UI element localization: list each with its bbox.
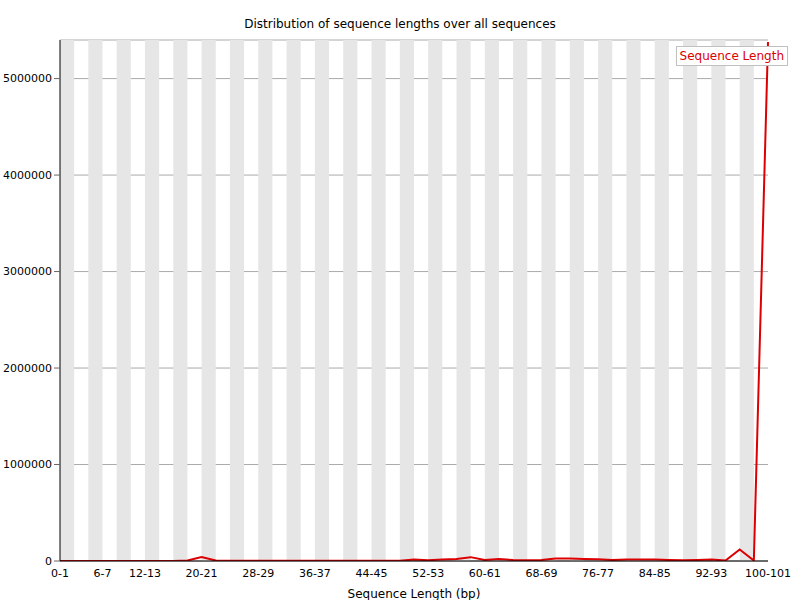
- svg-text:0: 0: [45, 555, 52, 568]
- svg-text:100-101: 100-101: [745, 567, 791, 580]
- svg-text:6-7: 6-7: [93, 567, 111, 580]
- svg-text:92-93: 92-93: [695, 567, 727, 580]
- svg-text:52-53: 52-53: [412, 567, 444, 580]
- svg-text:20-21: 20-21: [186, 567, 218, 580]
- svg-text:3000000: 3000000: [8, 265, 52, 278]
- svg-text:28-29: 28-29: [242, 567, 274, 580]
- svg-text:68-69: 68-69: [525, 567, 557, 580]
- svg-text:5000000: 5000000: [8, 72, 52, 85]
- svg-text:0-1: 0-1: [51, 567, 69, 580]
- svg-text:Sequence Length (bp): Sequence Length (bp): [348, 587, 481, 600]
- svg-text:36-37: 36-37: [299, 567, 331, 580]
- html-text:Sequence Length: Sequence Length: [679, 49, 784, 63]
- svg-text:12-13: 12-13: [129, 567, 161, 580]
- svg-text:84-85: 84-85: [639, 567, 671, 580]
- svg-text:76-77: 76-77: [582, 567, 614, 580]
- html-text:Distribution of sequence lengt: Distribution of sequence lengths over al…: [244, 17, 556, 31]
- svg-text:44-45: 44-45: [356, 567, 388, 580]
- svg-text:4000000: 4000000: [8, 169, 52, 182]
- svg-text:1000000: 1000000: [8, 458, 52, 471]
- svg-text:2000000: 2000000: [8, 362, 52, 375]
- svg-text:60-61: 60-61: [469, 567, 501, 580]
